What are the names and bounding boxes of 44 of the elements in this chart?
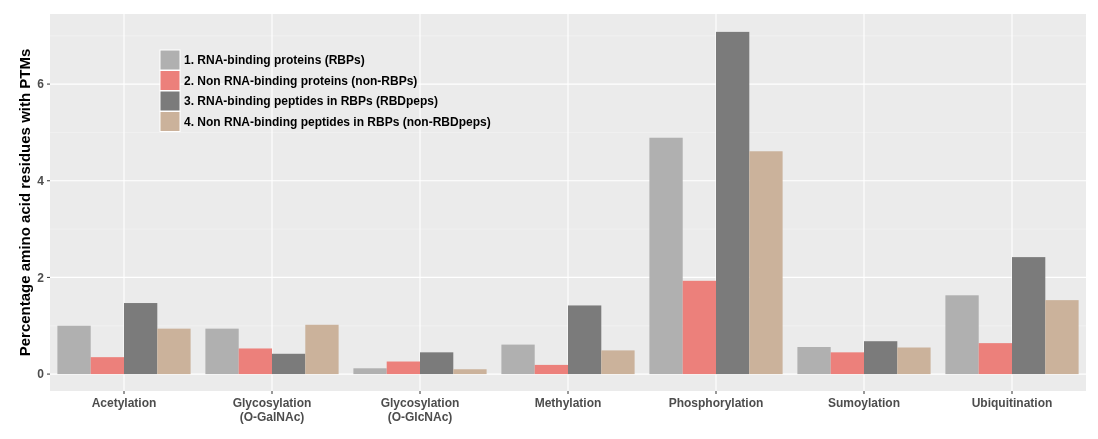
bar <box>453 369 487 375</box>
legend-label: 2. Non RNA-binding proteins (non-RBPs) <box>184 73 418 88</box>
x-tick-label: Glycosylation (O-GlcNAc) <box>380 396 460 424</box>
bar <box>305 324 339 375</box>
bar <box>90 357 124 375</box>
x-tick-label: Phosphorylation <box>668 396 764 410</box>
y-tick-label: 0 <box>37 367 45 382</box>
y-axis-title: Percentage amino acid residues with PTMs <box>16 48 33 357</box>
bar <box>534 364 568 375</box>
bar <box>386 361 420 375</box>
bar <box>601 350 635 375</box>
x-tick-label: Glycosylation (O-GalNAc) <box>232 396 312 424</box>
x-tick-label: Acetylation <box>91 396 157 410</box>
legend-label: 3. RNA-binding peptides in RBPs (RBDpeps) <box>184 94 439 109</box>
bar <box>238 348 272 375</box>
y-tick-label: 4 <box>37 173 45 188</box>
bar <box>945 295 979 375</box>
bar <box>716 31 750 375</box>
bar <box>501 344 535 375</box>
bar <box>864 341 898 375</box>
legend-label: 1. RNA-binding proteins (RBPs) <box>184 53 365 68</box>
bar <box>272 353 306 375</box>
bar <box>57 325 91 375</box>
bar <box>568 305 602 375</box>
x-tick-label: Methylation <box>534 396 602 410</box>
bar <box>205 328 239 375</box>
x-tick-label: Sumoylation <box>827 396 901 410</box>
bar <box>749 151 783 375</box>
bar <box>830 352 864 375</box>
bar <box>1012 257 1046 375</box>
bar <box>157 328 191 375</box>
legend-label: 4. Non RNA-binding peptides in RBPs (non-RBDpeps) <box>184 114 491 129</box>
bar <box>353 368 387 375</box>
bar <box>682 280 716 375</box>
y-tick-label: 2 <box>37 270 45 285</box>
bar <box>420 352 454 375</box>
bar <box>124 303 158 375</box>
bar <box>897 347 931 375</box>
bar <box>649 137 683 375</box>
y-tick-label: 6 <box>37 77 45 92</box>
bar <box>797 347 831 375</box>
bar <box>978 343 1012 375</box>
x-tick-label: Ubiquitination <box>971 396 1053 410</box>
bar <box>1045 300 1079 375</box>
